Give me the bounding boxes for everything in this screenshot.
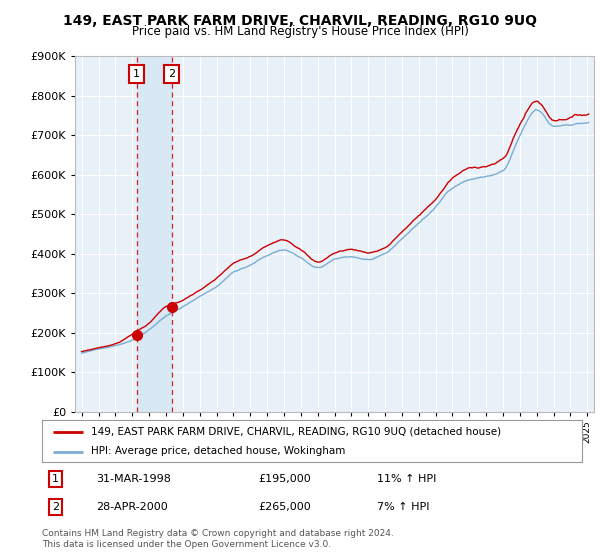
Bar: [137, 56, 172, 412]
Text: 7% ↑ HPI: 7% ↑ HPI: [377, 502, 430, 512]
Text: 31-MAR-1998: 31-MAR-1998: [96, 474, 171, 484]
Text: 149, EAST PARK FARM DRIVE, CHARVIL, READING, RG10 9UQ (detached house): 149, EAST PARK FARM DRIVE, CHARVIL, READ…: [91, 427, 501, 437]
Text: £265,000: £265,000: [258, 502, 311, 512]
Text: 28-APR-2000: 28-APR-2000: [96, 502, 168, 512]
Text: 2: 2: [168, 69, 175, 79]
Text: HPI: Average price, detached house, Wokingham: HPI: Average price, detached house, Woki…: [91, 446, 345, 456]
Text: 1: 1: [133, 69, 140, 79]
Text: 11% ↑ HPI: 11% ↑ HPI: [377, 474, 436, 484]
Text: £195,000: £195,000: [258, 474, 311, 484]
Text: 2: 2: [52, 502, 59, 512]
Text: Contains HM Land Registry data © Crown copyright and database right 2024.
This d: Contains HM Land Registry data © Crown c…: [42, 529, 394, 549]
Text: 1: 1: [52, 474, 59, 484]
Text: Price paid vs. HM Land Registry's House Price Index (HPI): Price paid vs. HM Land Registry's House …: [131, 25, 469, 38]
Text: 149, EAST PARK FARM DRIVE, CHARVIL, READING, RG10 9UQ: 149, EAST PARK FARM DRIVE, CHARVIL, READ…: [63, 14, 537, 28]
